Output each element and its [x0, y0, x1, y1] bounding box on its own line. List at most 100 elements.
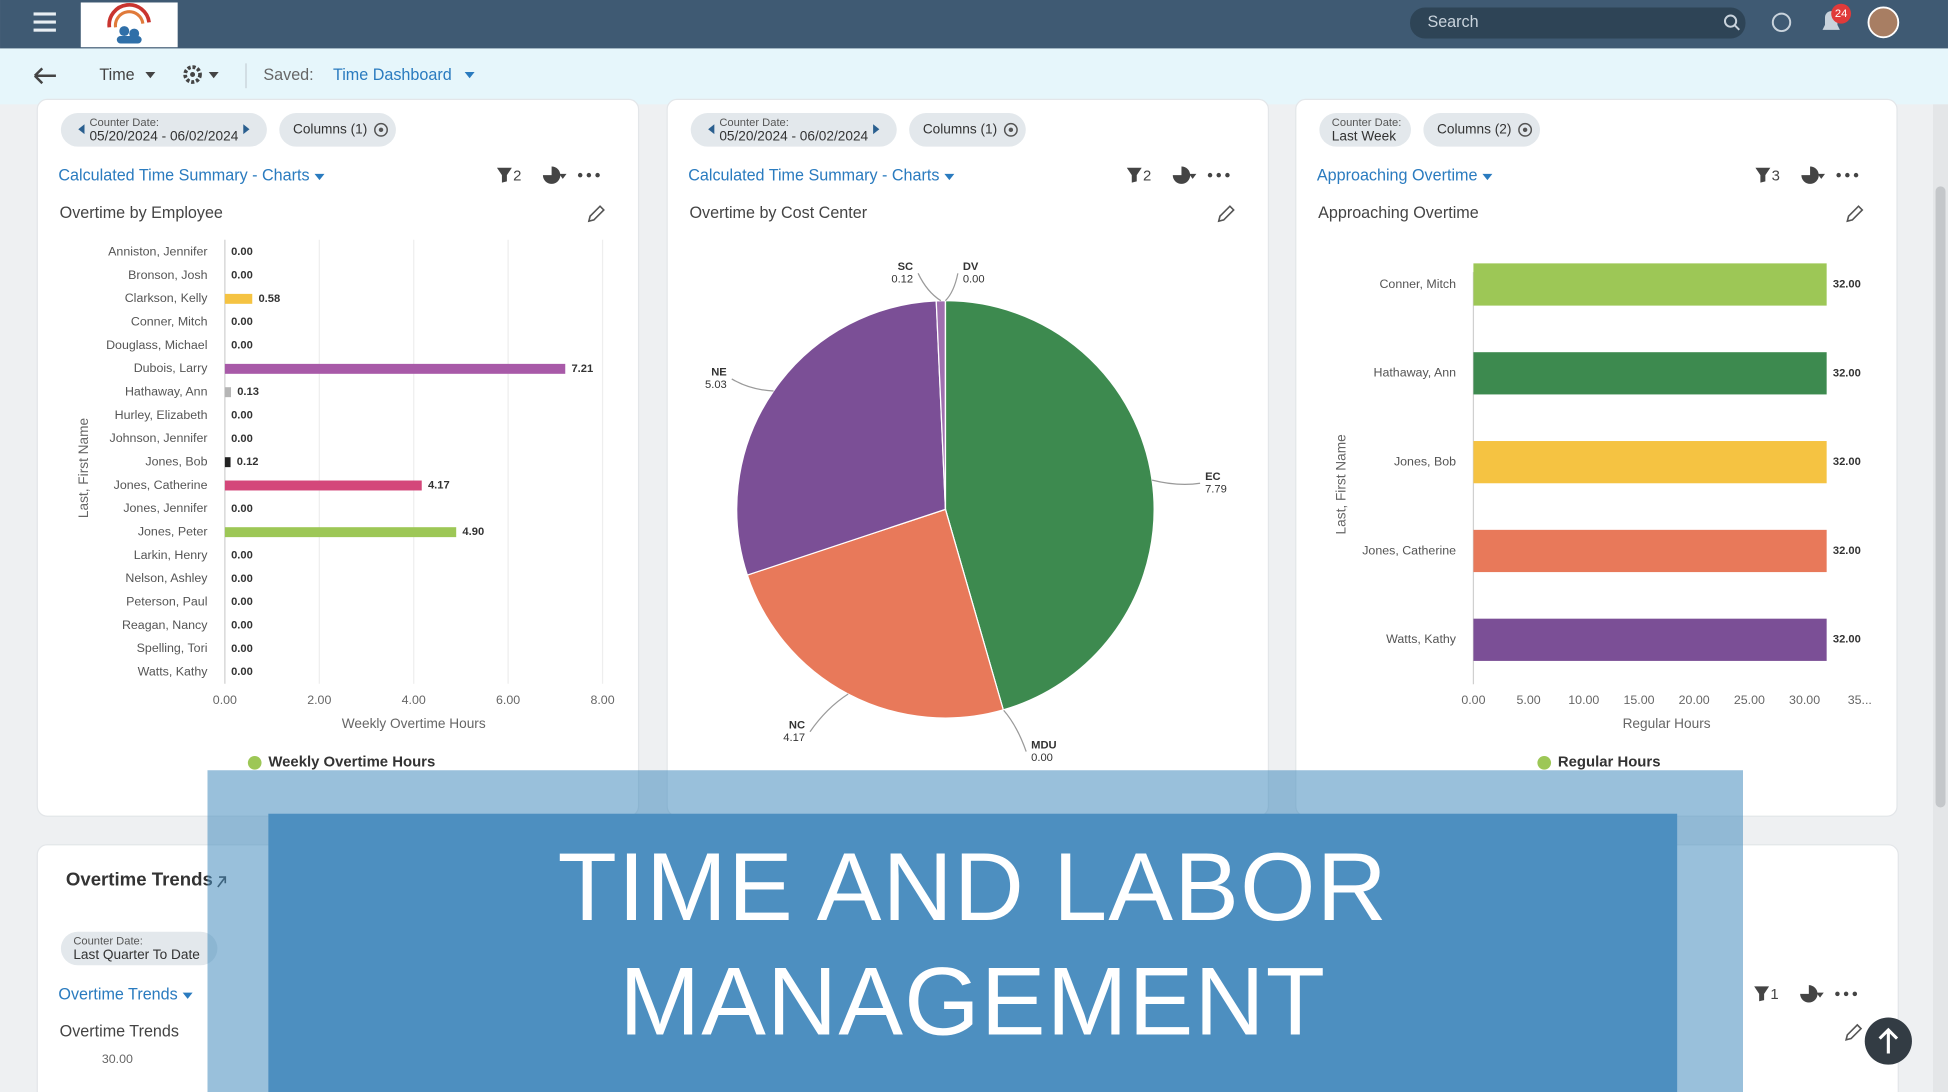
more-dot[interactable]: [577, 172, 583, 178]
filter-icon[interactable]: [1126, 167, 1142, 183]
y-tick-label: Johnson, Jennifer: [110, 431, 208, 445]
more-dot[interactable]: [1853, 172, 1859, 178]
chip-value: Columns (1): [923, 121, 997, 136]
y-tick-label: Jones, Peter: [138, 524, 208, 538]
chart-type-icon[interactable]: [1800, 985, 1818, 1003]
value-label: 0.58: [258, 293, 280, 305]
x-tick-label: 2.00: [307, 693, 331, 707]
chip-label: Counter Date:: [89, 117, 159, 129]
back-button[interactable]: [33, 67, 56, 85]
more-dot[interactable]: [1852, 991, 1858, 997]
chip-value: Columns (2): [1437, 121, 1511, 136]
menu-icon[interactable]: [33, 12, 56, 32]
filter-icon[interactable]: [1755, 167, 1771, 183]
leader-line: [944, 273, 959, 302]
help-icon[interactable]: [1771, 12, 1792, 33]
chip-remove-dot: [378, 127, 384, 133]
bar: [1473, 441, 1827, 484]
search-placeholder: Search: [1427, 13, 1478, 31]
edit-icon[interactable]: [1846, 205, 1864, 223]
filter-chip[interactable]: Columns (1): [909, 113, 1026, 147]
chip-value: 05/20/2024 - 06/02/2024: [719, 128, 868, 143]
filter-chip[interactable]: Counter Date:05/20/2024 - 06/02/2024: [690, 113, 897, 147]
filter-chip[interactable]: Columns (2): [1423, 113, 1541, 147]
more-dot[interactable]: [586, 172, 592, 178]
widget-title[interactable]: Calculated Time Summary - Charts: [688, 167, 939, 185]
search-box[interactable]: [1410, 7, 1746, 39]
x-tick-label: 15.00: [1623, 693, 1654, 707]
chip-remove-dot: [1522, 127, 1528, 133]
pie-slice: [746, 508, 1005, 719]
chip-label: Counter Date:: [719, 117, 789, 129]
y-tick-label: Peterson, Paul: [126, 594, 207, 608]
more-dot[interactable]: [1225, 172, 1230, 178]
filter-chip[interactable]: Columns (1): [279, 113, 396, 147]
menu-time[interactable]: Time: [99, 66, 134, 84]
pie-label: SC: [898, 261, 914, 273]
badge: [1831, 3, 1852, 24]
edit-icon[interactable]: [1844, 1023, 1863, 1041]
edit-icon[interactable]: [1217, 205, 1235, 223]
more-dot[interactable]: [1835, 991, 1840, 997]
avatar[interactable]: [1867, 6, 1900, 39]
chip-prev: [78, 124, 85, 135]
scroll-thumb[interactable]: [1935, 186, 1946, 808]
y-tick-label: 30.00: [102, 1052, 133, 1066]
chip-bg: [1423, 113, 1541, 147]
leader-line: [731, 378, 774, 392]
x-tick-label: 30.00: [1789, 693, 1820, 707]
y-tick-label: Conner, Mitch: [131, 314, 208, 328]
bar: [1473, 618, 1827, 661]
chart-type-icon[interactable]: [1801, 166, 1819, 184]
x-axis-title: Regular Hours: [1623, 716, 1711, 731]
value-label: 32.00: [1833, 367, 1861, 379]
value-label: 32.00: [1833, 278, 1861, 290]
caret: [182, 992, 193, 999]
x-tick-label: 20.00: [1679, 693, 1710, 707]
more-dot[interactable]: [595, 172, 600, 178]
more-dot[interactable]: [1836, 172, 1841, 178]
y-tick-label: Watts, Kathy: [1386, 632, 1457, 646]
more-dot[interactable]: [1216, 172, 1221, 178]
filter-count: 3: [1772, 168, 1780, 184]
filter-chip[interactable]: Counter Date:Last Week: [1319, 113, 1411, 147]
y-tick-label: Reagan, Nancy: [122, 618, 208, 632]
filter-chip[interactable]: Counter Date:05/20/2024 - 06/02/2024: [60, 113, 267, 147]
chart-type-icon[interactable]: [1172, 166, 1191, 184]
chip-label: Counter Date:: [73, 936, 143, 948]
more-dot[interactable]: [1845, 172, 1850, 178]
pie-slice: [736, 300, 947, 576]
pie-value-label: 7.79: [1205, 483, 1227, 495]
value-label: 0.00: [231, 503, 253, 515]
x-tick-label: 25.00: [1734, 693, 1765, 707]
search-icon[interactable]: [1723, 14, 1740, 31]
widget-title[interactable]: Overtime Trends: [58, 985, 177, 1003]
y-tick-label: Bronson, Josh: [128, 268, 207, 282]
filter-chip[interactable]: [60, 931, 218, 966]
y-tick-label: Douglass, Michael: [106, 338, 207, 352]
y-tick-label: Clarkson, Kelly: [125, 291, 209, 305]
chip-remove: [1003, 122, 1018, 137]
pie-slice: [944, 300, 1155, 711]
filter-count: 2: [1143, 168, 1151, 184]
caret: [1188, 173, 1197, 179]
saved-dashboard[interactable]: Time Dashboard: [333, 66, 452, 84]
logo-mark: [107, 2, 151, 44]
value-label: 0.00: [231, 269, 253, 281]
settings-icon[interactable]: [183, 65, 219, 84]
chip-next: [243, 124, 250, 135]
chart-type-icon[interactable]: [542, 166, 561, 184]
filter-icon[interactable]: [1754, 986, 1770, 1002]
edit-icon[interactable]: [587, 205, 605, 223]
value-label: 0.00: [231, 409, 253, 421]
banner-text: MANAGEMENT: [619, 946, 1326, 1055]
section-heading: Overtime Trends: [66, 869, 213, 890]
more-dot[interactable]: [1843, 991, 1849, 997]
widget-title[interactable]: Approaching Overtime: [1317, 167, 1478, 185]
more-dot[interactable]: [1207, 172, 1213, 178]
widget-title[interactable]: Calculated Time Summary - Charts: [58, 167, 309, 185]
caret: [1817, 173, 1825, 179]
y-tick-label: Jones, Catherine: [1362, 543, 1456, 557]
filter-icon[interactable]: [496, 167, 512, 183]
